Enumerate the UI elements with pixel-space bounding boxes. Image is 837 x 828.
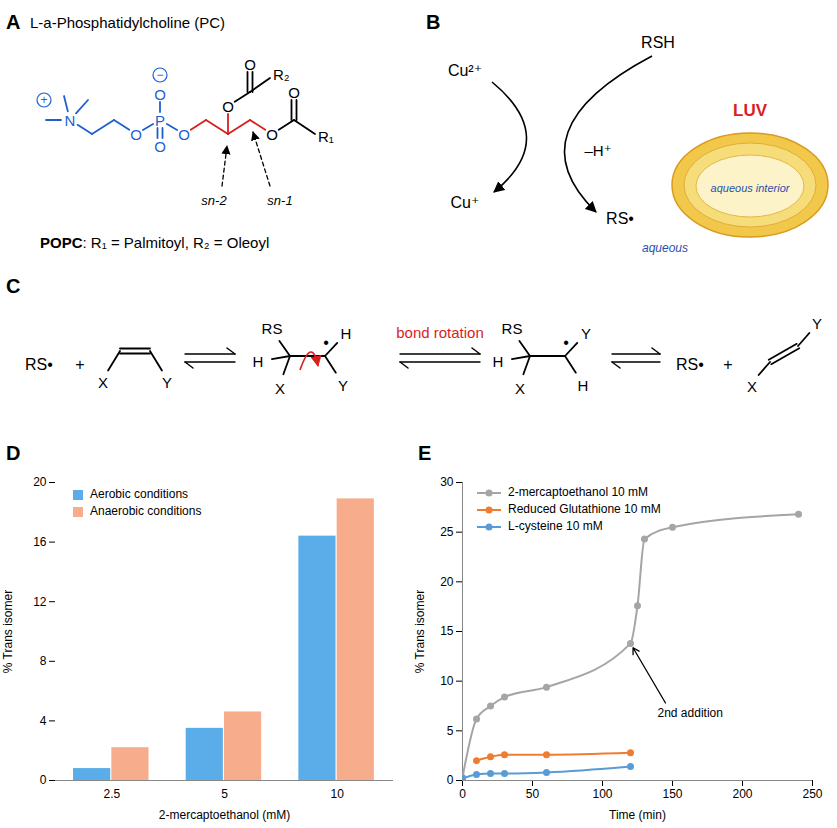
svg-text:+: + xyxy=(723,356,732,373)
svg-text:H: H xyxy=(341,325,352,342)
svg-text:30: 30 xyxy=(440,475,454,489)
svg-text:% Trans isomer: % Trans isomer xyxy=(413,590,427,673)
html-text:D: D xyxy=(6,442,21,464)
svg-text:X: X xyxy=(747,378,757,395)
svg-text:RS•: RS• xyxy=(676,356,704,373)
svg-text:H: H xyxy=(493,353,504,370)
svg-text:4: 4 xyxy=(40,714,47,728)
html-text:Aerobic conditions: Aerobic conditions xyxy=(90,487,189,501)
svg-text:X: X xyxy=(98,374,108,391)
svg-text:20: 20 xyxy=(440,575,454,589)
svg-text:200: 200 xyxy=(732,787,752,801)
svg-text:POPC: R₁ = Palmitoyl, R₂ = Ole: POPC: R₁ = Palmitoyl, R₂ = Oleoyl xyxy=(40,234,269,251)
svg-text:2nd addition: 2nd addition xyxy=(658,706,723,720)
svg-text:+: + xyxy=(40,93,47,107)
svg-text:50: 50 xyxy=(526,787,540,801)
svg-text:Y: Y xyxy=(812,315,822,332)
svg-text:O: O xyxy=(130,126,142,143)
svg-text:% Trans isomer: % Trans isomer xyxy=(1,590,15,673)
svg-text:25: 25 xyxy=(440,525,454,539)
svg-text:Cu²⁺: Cu²⁺ xyxy=(448,62,482,79)
svg-text:0: 0 xyxy=(40,773,47,787)
svg-text:O: O xyxy=(288,84,300,101)
svg-text:H: H xyxy=(253,353,264,370)
svg-text:P: P xyxy=(155,112,165,129)
svg-text:5: 5 xyxy=(447,724,454,738)
svg-text:O: O xyxy=(154,86,166,103)
svg-text:A: A xyxy=(6,11,20,33)
svg-text:250: 250 xyxy=(802,787,822,801)
svg-text:Y: Y xyxy=(338,377,348,394)
svg-text:100: 100 xyxy=(592,787,612,801)
svg-text:Y: Y xyxy=(162,374,172,391)
svg-text:aqueous: aqueous xyxy=(642,241,688,255)
svg-text:RS: RS xyxy=(262,320,283,337)
html-text:L-cysteine 10 mM: L-cysteine 10 mM xyxy=(508,519,603,533)
html-text:Anaerobic conditions: Anaerobic conditions xyxy=(90,504,202,518)
svg-text:RS•: RS• xyxy=(606,210,634,227)
html-text:Reduced Glutathione 10 mM: Reduced Glutathione 10 mM xyxy=(508,502,661,516)
svg-text:sn-2: sn-2 xyxy=(201,193,227,208)
svg-text:150: 150 xyxy=(662,787,682,801)
svg-text:O: O xyxy=(222,98,234,115)
svg-text:RSH: RSH xyxy=(641,34,675,51)
svg-text:O: O xyxy=(154,138,166,155)
svg-text:aqueous interior: aqueous interior xyxy=(711,182,791,194)
svg-text:+: + xyxy=(75,356,84,373)
svg-text:–H⁺: –H⁺ xyxy=(584,142,611,159)
svg-text:sn-1: sn-1 xyxy=(267,193,292,208)
svg-text:bond rotation: bond rotation xyxy=(396,324,484,341)
svg-text:0: 0 xyxy=(447,773,454,787)
svg-text:RS•: RS• xyxy=(25,356,53,373)
svg-text:R₂: R₂ xyxy=(273,66,290,83)
svg-text:X: X xyxy=(515,380,525,397)
svg-text:2-mercaptoethanol (mM): 2-mercaptoethanol (mM) xyxy=(159,808,290,822)
svg-text:12: 12 xyxy=(33,595,47,609)
svg-text:•: • xyxy=(563,334,569,351)
svg-text:C: C xyxy=(6,275,20,297)
svg-text:RS: RS xyxy=(502,320,523,337)
svg-text:0: 0 xyxy=(459,787,466,801)
svg-text:H: H xyxy=(578,377,589,394)
html-text:E: E xyxy=(418,442,432,464)
svg-text:R₁: R₁ xyxy=(318,128,334,145)
svg-text:L-a-Phosphatidylcholine (PC): L-a-Phosphatidylcholine (PC) xyxy=(30,14,225,31)
svg-text:8: 8 xyxy=(40,654,47,668)
svg-text:•: • xyxy=(323,334,329,351)
svg-text:LUV: LUV xyxy=(733,101,768,120)
svg-text:10: 10 xyxy=(440,674,454,688)
svg-text:5: 5 xyxy=(221,787,228,801)
svg-text:Time (min): Time (min) xyxy=(609,808,666,822)
svg-text:N: N xyxy=(65,112,76,129)
svg-text:10: 10 xyxy=(330,787,344,801)
svg-text:O: O xyxy=(266,126,278,143)
svg-text:20: 20 xyxy=(33,475,47,489)
svg-text:16: 16 xyxy=(33,535,47,549)
svg-text:Y: Y xyxy=(581,325,591,342)
html-text:2-mercaptoethanol 10 mM: 2-mercaptoethanol 10 mM xyxy=(508,485,649,499)
svg-text:15: 15 xyxy=(440,624,454,638)
svg-text:X: X xyxy=(275,380,285,397)
svg-text:O: O xyxy=(244,56,256,73)
svg-text:B: B xyxy=(426,11,440,33)
svg-text:2.5: 2.5 xyxy=(103,787,120,801)
svg-text:Cu⁺: Cu⁺ xyxy=(451,194,480,211)
svg-text:O: O xyxy=(178,126,190,143)
svg-text:−: − xyxy=(156,68,163,82)
